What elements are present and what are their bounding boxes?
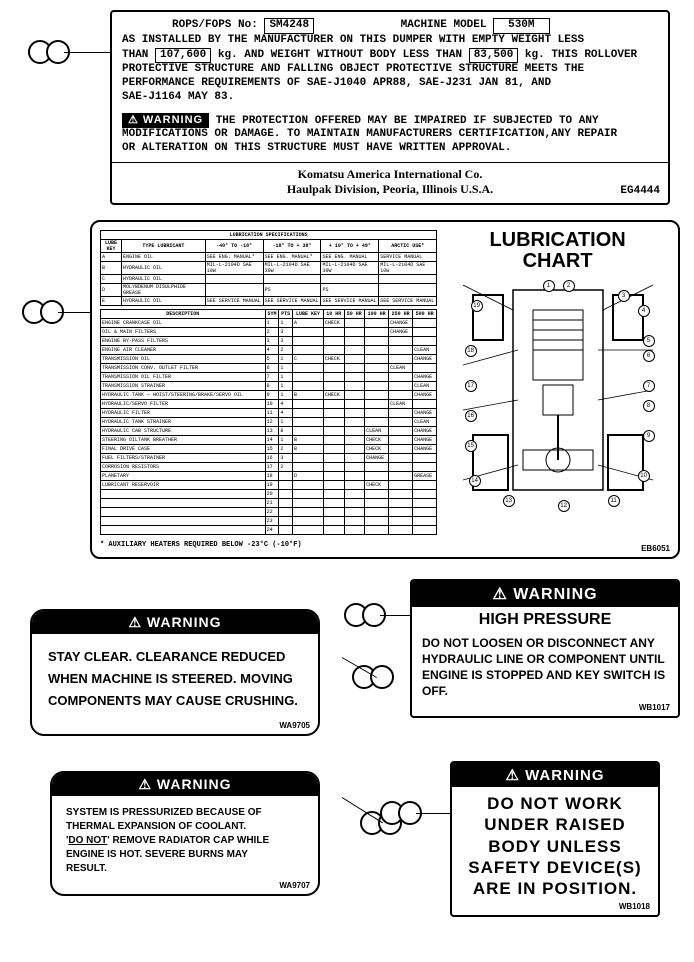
callout-circles	[22, 300, 58, 329]
diagram-callout: 14	[469, 475, 481, 487]
aux-note: * AUXILIARY HEATERS REQUIRED BELOW -23°C…	[100, 541, 437, 549]
warn-raised-body-plate: ⚠ WARNING DO NOT WORK UNDER RAISED BODY …	[450, 761, 660, 917]
warn-text: OR ALTERATION ON THIS STRUCTURE MUST HAV…	[122, 142, 658, 156]
diagram-callout: 19	[471, 300, 483, 312]
warning-badge: ⚠ WARNING	[122, 113, 209, 129]
diagram-callout: 3	[618, 290, 630, 302]
diagram-callout: 17	[465, 380, 477, 392]
warning-header: ⚠ WARNING	[452, 763, 658, 787]
warn-line: THERMAL EXPANSION OF COOLANT.	[66, 820, 304, 834]
body-line: PROTECTIVE STRUCTURE AND FALLING OBJECT …	[122, 63, 658, 77]
diagram-callout: 11	[608, 495, 620, 507]
diagram-callout: 6	[643, 350, 655, 362]
diagram-callout: 8	[643, 400, 655, 412]
plate-id: WB1017	[639, 703, 670, 712]
lube-sched-table: DESCRIPTIONSYMPTSLUBE KEY10 HR50 HR100 H…	[100, 309, 437, 535]
warn-line: SYSTEM IS PRESSURIZED BECAUSE OF	[66, 806, 304, 820]
diagram-callout: 7	[643, 380, 655, 392]
plate-id: WA9705	[279, 721, 310, 730]
warn-text: MODIFICATIONS OR DAMAGE. TO MAINTAIN MAN…	[122, 128, 658, 142]
model-value: 530M	[493, 18, 549, 34]
rops-value: SM4248	[264, 18, 314, 34]
diagram-callout: 18	[465, 345, 477, 357]
diagram-callout: 15	[465, 440, 477, 452]
warn-line: ENGINE IS HOT. SEVERE BURNS MAY	[66, 848, 304, 862]
plate-id: EB6051	[641, 544, 670, 553]
warn-coolant-plate: ⚠ WARNING SYSTEM IS PRESSURIZED BECAUSE …	[50, 771, 320, 896]
lubrication-chart-plate: LUBRICATION SPECIFICATIONS LUBE KEY TYPE…	[90, 220, 680, 559]
model-label: MACHINE MODEL	[401, 19, 487, 31]
machine-diagram: 12345678910111213141516171819	[463, 280, 653, 510]
plate-id: WB1018	[619, 902, 650, 911]
callout-circles	[28, 40, 64, 69]
lube-title: CHART	[445, 251, 670, 272]
body-line: PERFORMANCE REQUIREMENTS OF SAE-J1040 AP…	[122, 77, 658, 91]
body-line: SAE-J1164 MAY 83.	[122, 91, 658, 105]
mfr-line: Haulpak Division, Peoria, Illinois U.S.A…	[112, 182, 668, 197]
lube-spec-table: LUBRICATION SPECIFICATIONS LUBE KEY TYPE…	[100, 230, 437, 306]
warn-line: 'DO NOT' REMOVE RADIATOR CAP WHILE	[66, 834, 304, 848]
warn-text: DO NOT WORK UNDER RAISED BODY UNLESS SAF…	[452, 787, 658, 915]
diagram-callout: 9	[643, 430, 655, 442]
warn-text: THE PROTECTION OFFERED MAY BE IMPAIRED I…	[216, 115, 599, 127]
warn-title: HIGH PRESSURE	[412, 607, 678, 633]
callout-circles	[380, 801, 416, 830]
warn-text: STAY CLEAR. CLEARANCE REDUCED WHEN MACHI…	[32, 634, 318, 734]
diagram-callout: 13	[503, 495, 515, 507]
warn-clearance-plate: ⚠ WARNING STAY CLEAR. CLEARANCE REDUCED …	[30, 609, 320, 736]
warning-header: ⚠ WARNING	[32, 611, 318, 634]
rops-label: ROPS/FOPS No:	[172, 19, 258, 31]
plate-id: WA9707	[279, 881, 310, 890]
lube-title: LUBRICATION	[445, 230, 670, 251]
diagram-callout: 4	[638, 305, 650, 317]
diagram-callout: 1	[543, 280, 555, 292]
warning-header: ⚠ WARNING	[412, 581, 678, 607]
plate-id: EG4444	[620, 185, 660, 199]
body-line: THAN 107,600 kg. AND WEIGHT WITHOUT BODY…	[122, 48, 658, 64]
callout-circles	[352, 665, 388, 694]
mfr-line: Komatsu America International Co.	[112, 167, 668, 182]
warning-header: ⚠ WARNING	[52, 773, 318, 796]
warn-line: RESULT.	[66, 862, 304, 876]
diagram-callout: 16	[465, 410, 477, 422]
diagram-callout: 5	[643, 335, 655, 347]
diagram-callout: 12	[558, 500, 570, 512]
diagram-callout: 10	[638, 470, 650, 482]
diagram-callout: 2	[563, 280, 575, 292]
warn-pressure-plate: ⚠ WARNING HIGH PRESSURE DO NOT LOOSEN OR…	[410, 579, 680, 718]
body-line: AS INSTALLED BY THE MANUFACTURER ON THIS…	[122, 34, 658, 48]
rops-plate: ROPS/FOPS No: SM4248 MACHINE MODEL 530M …	[110, 10, 670, 205]
callout-circles	[344, 603, 380, 632]
